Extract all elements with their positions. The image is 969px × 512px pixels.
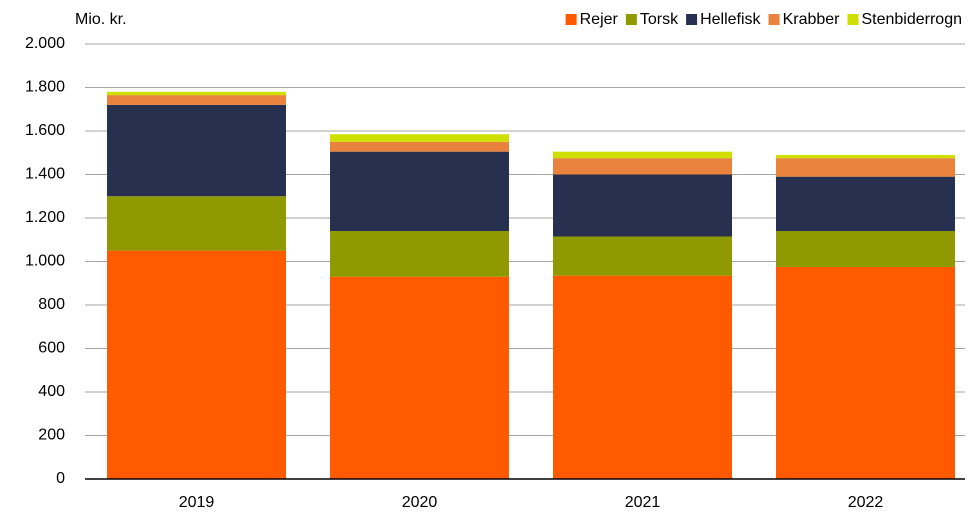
legend-swatch	[625, 14, 637, 25]
legend-label: Stenbiderrogn	[861, 11, 962, 28]
bar-segment	[776, 158, 955, 177]
y-tick-label: 600	[38, 340, 65, 357]
y-tick-label: 400	[38, 383, 65, 400]
bar-segment	[330, 231, 509, 277]
bar-segment	[553, 158, 732, 175]
y-tick-label: 0	[56, 470, 65, 487]
bar-segment	[330, 151, 509, 232]
y-tick-label: 1.400	[25, 166, 65, 183]
x-tick-label: 2020	[402, 494, 438, 511]
x-tick-label: 2022	[848, 494, 884, 511]
bar-segment	[107, 250, 286, 479]
y-tick-label: 1.600	[25, 122, 65, 139]
legend-label: Rejer	[580, 11, 619, 28]
bar-segment	[776, 154, 955, 159]
bar-segment	[553, 275, 732, 479]
legend-swatch	[565, 14, 577, 25]
bar-segment	[107, 104, 286, 197]
y-tick-label: 1.800	[25, 79, 65, 96]
bar-segment	[776, 266, 955, 479]
bar-segment	[553, 236, 732, 276]
bar-segment	[107, 196, 286, 251]
legend-label: Hellefisk	[700, 11, 761, 28]
bar-segment	[330, 141, 509, 152]
y-tick-label: 200	[38, 427, 65, 444]
bar-segment	[776, 176, 955, 232]
y-axis-label: Mio. kr.	[75, 11, 127, 28]
bar-segment	[553, 174, 732, 237]
bar-segment	[107, 91, 286, 96]
legend-label: Torsk	[640, 11, 679, 28]
y-tick-label: 1.200	[25, 209, 65, 226]
legend-swatch	[686, 14, 698, 25]
legend-swatch	[768, 14, 780, 25]
bar-segment	[330, 276, 509, 479]
x-tick-label: 2021	[625, 494, 661, 511]
legend-label: Krabber	[783, 11, 841, 28]
y-tick-label: 800	[38, 296, 65, 313]
bar-segment	[107, 95, 286, 105]
bar-segment	[330, 134, 509, 142]
bar-segment	[776, 231, 955, 267]
y-tick-label: 2.000	[25, 35, 65, 52]
bar-segment	[553, 151, 732, 159]
x-tick-label: 2019	[179, 494, 215, 511]
legend-swatch	[847, 14, 859, 25]
y-tick-label: 1.000	[25, 253, 65, 270]
